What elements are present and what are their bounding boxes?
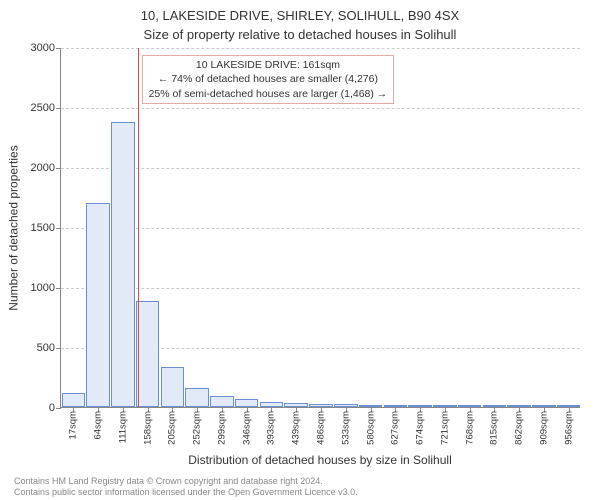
y-tick-label: 3000 — [31, 42, 55, 54]
histogram-bar — [136, 301, 160, 407]
x-tick-label: 393sqm — [266, 411, 277, 445]
x-tick-label: 768sqm — [464, 411, 475, 445]
annotation-line: 25% of semi-detached houses are larger (… — [149, 87, 388, 101]
x-tick-label: 909sqm — [538, 411, 549, 445]
y-tick-label: 1000 — [31, 282, 55, 294]
chart-container: 10, LAKESIDE DRIVE, SHIRLEY, SOLIHULL, B… — [0, 0, 600, 500]
y-tick-label: 2000 — [31, 162, 55, 174]
x-tick-label: 674sqm — [415, 411, 426, 445]
x-tick-label: 17sqm — [68, 411, 79, 440]
x-axis-label: Distribution of detached houses by size … — [60, 453, 580, 467]
histogram-bar — [111, 122, 135, 407]
chart-title-sub: Size of property relative to detached ho… — [0, 27, 600, 42]
x-tick-label: 815sqm — [489, 411, 500, 445]
x-tick-label: 111sqm — [117, 411, 128, 443]
histogram-bar — [161, 367, 185, 407]
histogram-bar — [86, 203, 110, 407]
y-axis-label: Number of detached properties — [6, 48, 22, 408]
x-tick-label: 862sqm — [514, 411, 525, 445]
histogram-bar — [210, 396, 234, 407]
y-tick-mark — [56, 348, 61, 349]
chart-title-main: 10, LAKESIDE DRIVE, SHIRLEY, SOLIHULL, B… — [0, 8, 600, 23]
x-tick-label: 486sqm — [316, 411, 327, 445]
annotation-line: 10 LAKESIDE DRIVE: 161sqm — [149, 58, 388, 72]
y-tick-mark — [56, 408, 61, 409]
y-tick-mark — [56, 168, 61, 169]
x-tick-label: 627sqm — [390, 411, 401, 445]
histogram-bar — [62, 393, 86, 407]
footer-line-2: Contains public sector information licen… — [14, 487, 358, 497]
y-tick-label: 1500 — [31, 222, 55, 234]
x-tick-label: 721sqm — [439, 411, 450, 445]
annotation-line: ← 74% of detached houses are smaller (4,… — [149, 72, 388, 86]
x-tick-label: 346sqm — [241, 411, 252, 445]
x-tick-label: 299sqm — [216, 411, 227, 445]
y-tick-mark — [56, 288, 61, 289]
y-tick-mark — [56, 108, 61, 109]
y-tick-label: 2500 — [31, 102, 55, 114]
x-tick-label: 580sqm — [365, 411, 376, 445]
y-tick-label: 500 — [37, 342, 55, 354]
footer-line-1: Contains HM Land Registry data © Crown c… — [14, 476, 323, 486]
y-tick-label: 0 — [49, 402, 55, 414]
x-tick-label: 533sqm — [340, 411, 351, 445]
x-tick-label: 956sqm — [563, 411, 574, 445]
x-tick-label: 439sqm — [291, 411, 302, 445]
histogram-bar — [235, 399, 259, 407]
x-tick-label: 252sqm — [192, 411, 203, 445]
y-tick-mark — [56, 228, 61, 229]
plot-area: 05001000150020002500300017sqm64sqm111sqm… — [60, 48, 580, 408]
reference-line — [138, 48, 139, 407]
annotation-box: 10 LAKESIDE DRIVE: 161sqm← 74% of detach… — [142, 55, 395, 104]
histogram-bar — [185, 388, 209, 407]
y-tick-mark — [56, 48, 61, 49]
x-tick-label: 64sqm — [93, 411, 104, 440]
x-tick-label: 158sqm — [142, 411, 153, 445]
x-tick-label: 205sqm — [167, 411, 178, 445]
